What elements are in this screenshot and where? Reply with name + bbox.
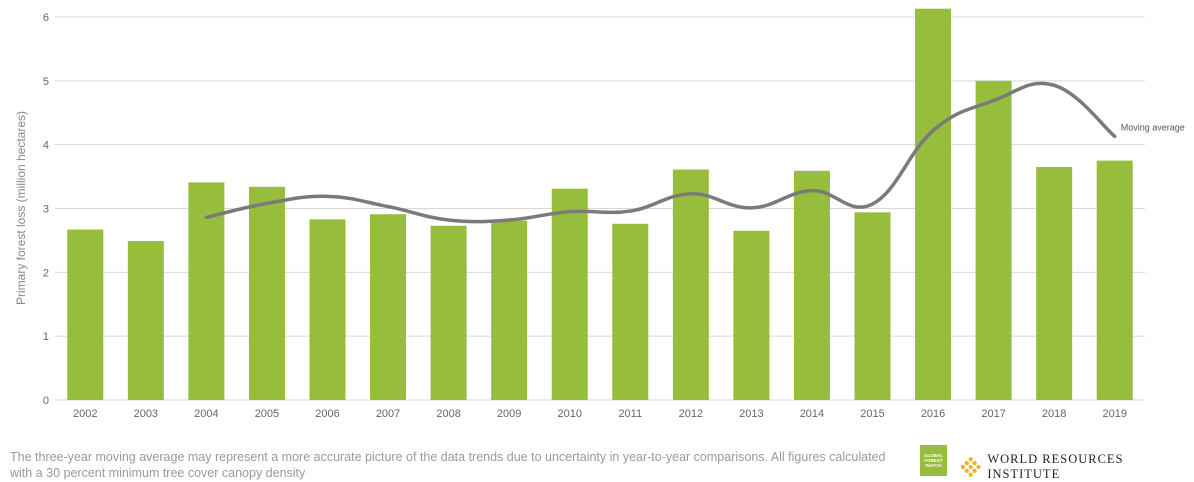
moving-average-path [204, 81, 1117, 224]
x-tick-label: 2008 [436, 408, 460, 420]
x-tick-label: 2014 [800, 408, 824, 420]
bar-2018 [1036, 167, 1073, 400]
x-tick-label: 2003 [134, 408, 158, 420]
bar-2011 [612, 223, 649, 400]
bars [67, 8, 1133, 401]
y-axis-label: Primary forest loss (million hectares) [14, 111, 28, 305]
bar-2014 [793, 170, 830, 400]
bar-2010 [551, 188, 588, 400]
gfw-logo-line: GLOBAL [924, 453, 943, 458]
bar-2009 [491, 220, 528, 400]
wri-name: WORLD RESOURCES INSTITUTE [987, 452, 1124, 481]
y-tick-label: 2 [43, 267, 49, 279]
bar-2012 [672, 169, 709, 400]
x-tick-label: 2012 [679, 408, 703, 420]
y-tick-label: 6 [43, 12, 49, 24]
bar-2019 [1096, 160, 1133, 400]
bar-2008 [430, 225, 467, 400]
bar-2002 [67, 229, 104, 400]
x-tick-label: 2009 [497, 408, 521, 420]
bar-2017 [975, 80, 1012, 400]
bar-2007 [370, 214, 407, 400]
x-tick-label: 2019 [1102, 408, 1126, 420]
moving-average-label: Moving average [1121, 122, 1185, 132]
y-tick-label: 3 [43, 204, 49, 216]
gfw-logo-line: FOREST [924, 458, 943, 463]
x-tick-label: 2015 [860, 408, 884, 420]
x-tick-label: 2013 [739, 408, 763, 420]
y-tick-label: 4 [43, 140, 49, 152]
x-tick-label: 2011 [618, 408, 642, 420]
wri-emblem-icon [960, 457, 981, 477]
x-tick-label: 2005 [255, 408, 279, 420]
y-axis-ticks: 0 1 2 3 4 5 6 [43, 12, 49, 407]
x-tick-label: 2016 [921, 408, 945, 420]
x-axis-ticks: 2002 2003 2004 2005 2006 2007 2008 2009 2010 2011… [73, 408, 1127, 420]
bar-2016 [915, 8, 952, 401]
bar-2006 [309, 219, 346, 400]
bar-2013 [733, 230, 770, 400]
moving-average-line: Moving average [204, 81, 1185, 224]
x-tick-label: 2004 [194, 408, 218, 420]
footnote: The three-year moving average may repres… [10, 450, 886, 480]
bar-2003 [127, 241, 164, 400]
global-forest-watch-logo: GLOBAL FOREST WATCH [920, 445, 947, 476]
y-tick-label: 5 [43, 76, 49, 88]
y-tick-label: 1 [43, 331, 49, 343]
x-tick-label: 2010 [557, 408, 581, 420]
bar-2005 [248, 186, 285, 400]
x-tick-label: 2007 [376, 408, 400, 420]
x-tick-label: 2002 [73, 408, 97, 420]
x-tick-label: 2006 [315, 408, 339, 420]
wri-logo: WORLD RESOURCES INSTITUTE [960, 452, 1194, 482]
y-tick-label: 0 [43, 395, 49, 407]
bar-2015 [854, 212, 891, 400]
x-tick-label: 2018 [1042, 408, 1066, 420]
x-tick-label: 2017 [981, 408, 1005, 420]
gfw-logo-line: WATCH [925, 463, 942, 468]
